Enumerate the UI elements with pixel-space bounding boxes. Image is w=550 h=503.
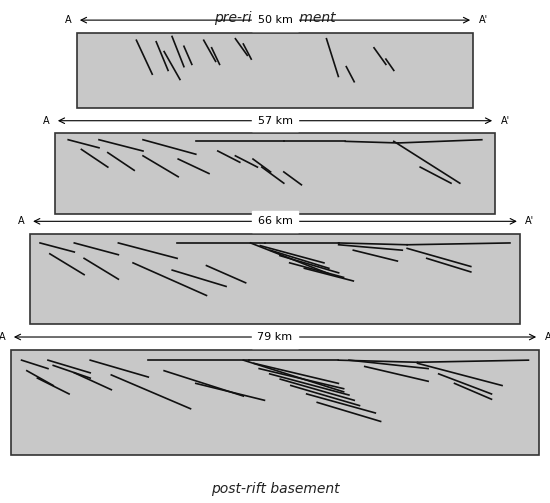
- Text: A: A: [43, 116, 50, 126]
- Text: 66 km: 66 km: [257, 216, 293, 226]
- FancyBboxPatch shape: [77, 33, 473, 108]
- Text: A': A': [544, 332, 550, 342]
- Text: A': A': [500, 116, 510, 126]
- Text: A: A: [0, 332, 6, 342]
- Text: 50 km: 50 km: [257, 15, 293, 25]
- FancyBboxPatch shape: [30, 234, 520, 324]
- Text: A': A': [525, 216, 535, 226]
- FancyBboxPatch shape: [55, 133, 495, 214]
- Text: A: A: [18, 216, 25, 226]
- Text: pre-rift basement: pre-rift basement: [214, 11, 336, 25]
- Text: 79 km: 79 km: [257, 332, 293, 342]
- Text: 57 km: 57 km: [257, 116, 293, 126]
- FancyBboxPatch shape: [11, 350, 539, 455]
- Text: A: A: [65, 15, 72, 25]
- Text: A': A': [478, 15, 488, 25]
- Text: post-rift basement: post-rift basement: [211, 482, 339, 496]
